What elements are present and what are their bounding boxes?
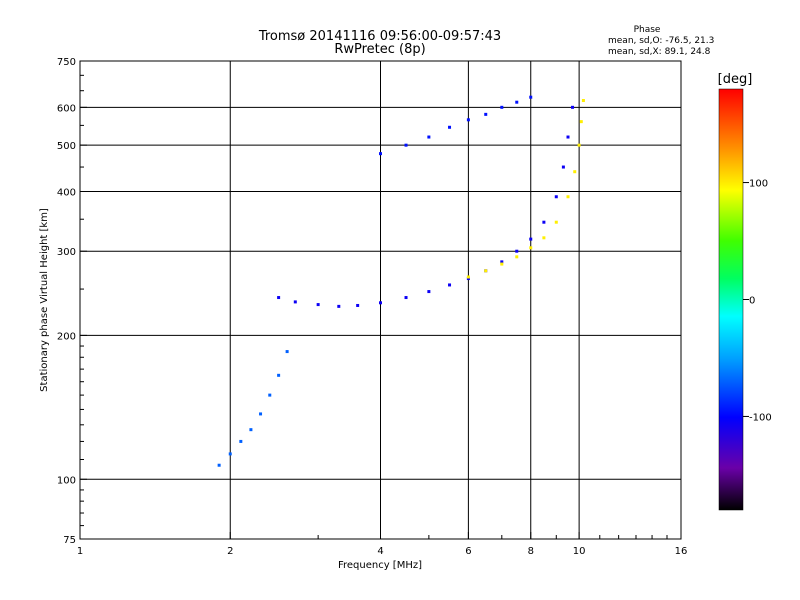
data-point	[404, 296, 408, 300]
x-tick-label: 16	[675, 546, 688, 557]
data-point	[554, 220, 558, 224]
y-tick-label: 200	[57, 331, 76, 342]
colorbar	[718, 88, 744, 511]
y-axis-ticks: 75 100 200 300 400 500 600 750	[57, 57, 87, 546]
y-tick-label: 600	[57, 103, 76, 114]
chart-subtitle: RwPretec (8p)	[334, 42, 425, 57]
data-point	[259, 412, 263, 416]
data-point	[561, 165, 565, 169]
chart-title: Tromsø 20141116 09:56:00-09:57:43	[258, 29, 501, 44]
data-point	[515, 100, 519, 104]
data-point	[577, 143, 581, 147]
colorbar-tick-label: -100	[749, 412, 772, 423]
data-point	[466, 275, 470, 279]
data-point	[500, 260, 504, 264]
x-axis-label: Frequency [MHz]	[338, 560, 422, 571]
data-point	[427, 290, 431, 294]
data-point	[554, 195, 558, 199]
data-point	[379, 152, 382, 156]
data-point	[542, 220, 546, 224]
y-axis-label: Stationary phase Virtual Height [km]	[39, 208, 50, 392]
data-point	[316, 303, 320, 307]
data-point	[379, 301, 382, 305]
y-tick-label: 100	[57, 475, 76, 486]
data-point	[228, 452, 232, 456]
x-axis-ticks: 1 2 4 6 8 10 16	[77, 532, 688, 557]
data-point	[466, 277, 470, 281]
colorbar-tick-label: 100	[749, 179, 768, 190]
data-point	[217, 463, 221, 467]
colorbar-label: [deg]	[718, 72, 753, 87]
data-point	[500, 262, 504, 266]
stats-heading: Phase	[634, 25, 661, 35]
x-tick-label: 6	[465, 546, 471, 557]
data-point	[500, 105, 504, 109]
data-point	[249, 428, 253, 432]
data-point	[529, 246, 533, 250]
colorbar-tick-label: 0	[749, 296, 755, 307]
data-point	[427, 135, 431, 139]
y-tick-label: 400	[57, 187, 76, 198]
data-point	[529, 95, 533, 99]
stats-line-x: mean, sd,X: 89.1, 24.8	[608, 47, 711, 57]
data-point	[448, 125, 452, 129]
data-point	[529, 237, 533, 241]
data-point	[448, 283, 452, 287]
y-tick-label: 75	[63, 535, 76, 546]
data-point	[277, 296, 281, 300]
x-tick-label: 8	[528, 546, 534, 557]
data-point	[285, 350, 289, 354]
data-point	[356, 303, 360, 307]
data-point	[571, 105, 575, 109]
data-point	[484, 269, 488, 273]
y-tick-label: 300	[57, 247, 76, 258]
data-point	[515, 249, 519, 253]
stats-line-o: mean, sd,O: -76.5, 21.3	[608, 36, 714, 46]
x-tick-label: 10	[573, 546, 586, 557]
data-point	[566, 195, 570, 199]
data-point	[268, 393, 272, 397]
y-tick-label: 500	[57, 141, 76, 152]
x-tick-label: 2	[227, 546, 233, 557]
data-point	[542, 236, 546, 240]
data-point	[466, 118, 470, 122]
colorbar-ticks: 100 0 -100	[743, 179, 772, 423]
grid-lines	[80, 61, 681, 539]
data-point	[566, 135, 570, 139]
data-point	[581, 99, 585, 103]
x-tick-label: 1	[77, 546, 83, 557]
data-point	[484, 112, 488, 116]
y-tick-label: 750	[57, 57, 76, 68]
data-points	[217, 95, 585, 467]
data-point	[293, 300, 297, 304]
data-point	[337, 304, 341, 308]
data-point	[239, 439, 243, 443]
data-point	[277, 373, 281, 377]
data-point	[515, 255, 519, 259]
data-point	[579, 120, 583, 124]
data-point	[573, 170, 577, 174]
data-point	[404, 143, 408, 147]
x-tick-label: 4	[377, 546, 383, 557]
